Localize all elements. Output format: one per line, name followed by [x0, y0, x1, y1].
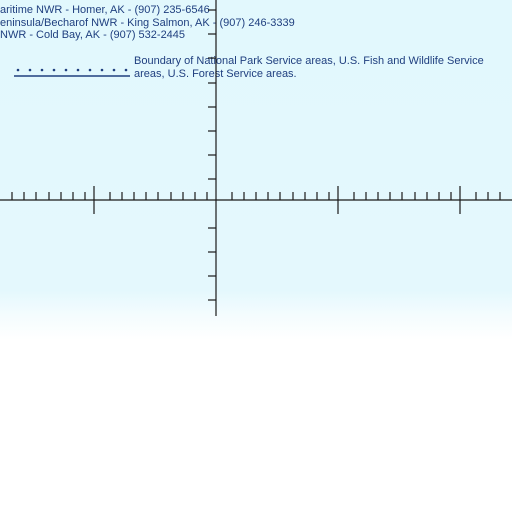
- boundary-legend-symbol: [14, 68, 130, 77]
- horizontal-tick-marks: [11, 186, 501, 214]
- contact-line-becharof-nwr: eninsula/Becharof NWR - King Salmon, AK …: [0, 17, 295, 29]
- contact-line-cold-bay-nwr: NWR - Cold Bay, AK - (907) 532-2445: [0, 29, 186, 41]
- contact-line-maritime-nwr: aritime NWR - Homer, AK - (907) 235-6546: [0, 4, 210, 16]
- vertical-tick-marks: [208, 9, 216, 301]
- boundary-legend-label: Boundary of National Park Service areas,…: [134, 55, 484, 80]
- boundary-dots: [16, 68, 128, 72]
